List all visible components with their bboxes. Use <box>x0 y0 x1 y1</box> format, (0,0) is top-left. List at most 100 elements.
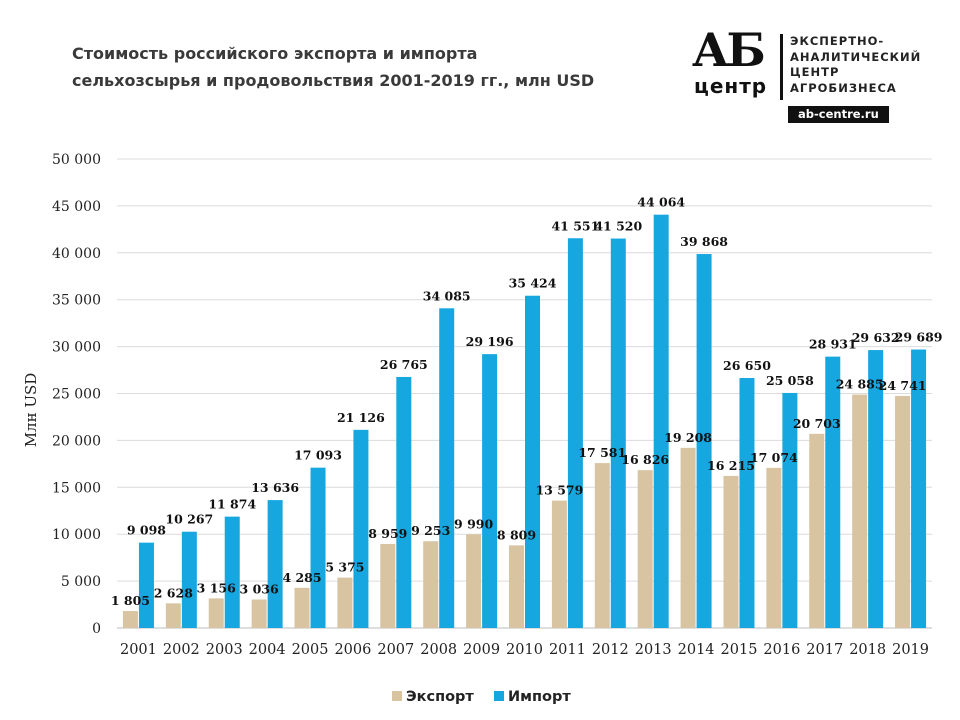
bar-export-2018 <box>852 394 868 628</box>
y-tick-label: 15 000 <box>52 480 101 496</box>
x-tick-label: 2009 <box>463 642 500 658</box>
x-tick-label: 2006 <box>334 642 371 658</box>
legend: Экспорт Импорт <box>392 689 571 705</box>
data-label-import-2013: 44 064 <box>637 195 685 210</box>
data-label-import-2019: 29 689 <box>895 330 943 345</box>
y-tick-label: 40 000 <box>52 246 101 262</box>
y-tick-label: 0 <box>92 621 101 637</box>
logo-mark-top: АБ <box>692 23 766 77</box>
data-label-export-2005: 4 285 <box>282 570 321 585</box>
data-label-import-2011: 41 551 <box>551 218 599 233</box>
logo-mark-bottom: центр <box>694 74 768 98</box>
bar-import-2002 <box>181 531 197 628</box>
bar-import-2010 <box>525 295 540 628</box>
logo-text: ЭКСПЕРТНО- АНАЛИТИЧЕСКИЙ ЦЕНТР АГРОБИЗНЕ… <box>790 34 922 95</box>
bar-import-2019 <box>911 349 927 628</box>
x-tick-label: 2011 <box>549 642 586 658</box>
data-label-export-2019: 24 741 <box>879 378 927 393</box>
y-tick-label: 50 000 <box>52 152 101 168</box>
bar-import-2017 <box>825 356 841 628</box>
bar-export-2009 <box>466 534 482 628</box>
bar-export-2015 <box>723 475 739 628</box>
bar-export-2014 <box>680 447 696 628</box>
data-label-import-2004: 13 636 <box>251 480 299 495</box>
bar-export-2013 <box>637 470 653 628</box>
y-axis-ticks: 0 5 000 10 000 15 000 20 000 25 000 30 000 35 0… <box>52 152 101 637</box>
bar-import-2009 <box>482 354 498 628</box>
y-tick-label: 5 000 <box>61 574 101 590</box>
data-label-export-2007: 8 959 <box>368 526 407 541</box>
data-label-import-2005: 17 093 <box>294 448 342 463</box>
chart-title: Стоимость российского экспорта и импорта… <box>72 44 595 90</box>
y-tick-label: 25 000 <box>52 387 101 403</box>
bar-export-2017 <box>809 433 825 628</box>
x-tick-label: 2014 <box>678 642 715 658</box>
data-label-export-2006: 5 375 <box>325 560 364 575</box>
data-label-export-2012: 17 581 <box>578 445 626 460</box>
y-axis-label: Млн USD <box>22 373 40 448</box>
y-tick-label: 20 000 <box>52 433 101 449</box>
x-tick-label: 2010 <box>506 642 543 658</box>
x-tick-label: 2016 <box>763 642 800 658</box>
data-label-import-2003: 11 874 <box>208 497 256 512</box>
bar-import-2012 <box>610 238 626 628</box>
data-label-import-2002: 10 267 <box>165 512 213 527</box>
bar-export-2008 <box>423 541 439 628</box>
bar-export-2001 <box>122 611 138 628</box>
bar-export-2016 <box>766 467 782 628</box>
x-tick-label: 2005 <box>292 642 329 658</box>
data-labels: 1 805 9 098 2 628 10 267 3 156 11 874 3 036 13 … <box>111 195 943 608</box>
legend-swatch-export <box>392 691 402 701</box>
data-label-export-2017: 20 703 <box>793 416 841 431</box>
data-label-export-2003: 3 156 <box>197 580 236 595</box>
logo-site: ab-centre.ru <box>788 106 889 123</box>
bar-export-2002 <box>165 603 181 628</box>
y-tick-label: 35 000 <box>52 293 101 309</box>
bar-export-2019 <box>895 395 911 628</box>
logo-mark: АБ центр <box>692 24 778 102</box>
data-label-import-2008: 34 085 <box>423 288 471 303</box>
data-label-import-2015: 26 650 <box>723 358 771 373</box>
bar-import-2001 <box>138 542 154 628</box>
logo-divider <box>780 34 783 100</box>
data-label-export-2014: 19 208 <box>664 430 712 445</box>
data-label-export-2009: 9 990 <box>454 516 493 531</box>
x-tick-label: 2012 <box>592 642 629 658</box>
bars <box>122 214 927 629</box>
data-label-export-2002: 2 628 <box>154 585 193 600</box>
bar-export-2012 <box>594 463 610 628</box>
data-label-import-2001: 9 098 <box>127 523 166 538</box>
data-label-import-2007: 26 765 <box>380 357 428 372</box>
x-tick-label: 2019 <box>892 642 929 658</box>
y-tick-label: 10 000 <box>52 527 101 543</box>
data-label-export-2011: 13 579 <box>535 483 583 498</box>
bar-export-2004 <box>251 599 267 628</box>
data-label-import-2018: 29 632 <box>852 330 900 345</box>
data-label-import-2014: 39 868 <box>680 234 728 249</box>
bar-export-2010 <box>509 545 524 628</box>
y-tick-label: 45 000 <box>52 199 101 215</box>
legend-swatch-import <box>494 691 504 701</box>
bar-import-2005 <box>310 467 326 628</box>
x-tick-label: 2001 <box>120 642 157 658</box>
data-label-export-2001: 1 805 <box>111 593 150 608</box>
x-axis-ticks: 2001 2002 2003 2004 2005 2006 2007 2008 2009 2010… <box>120 642 929 658</box>
bar-import-2006 <box>353 429 369 628</box>
x-tick-label: 2004 <box>249 642 286 658</box>
data-label-import-2009: 29 196 <box>466 334 514 349</box>
bar-import-2018 <box>868 350 884 628</box>
data-label-import-2012: 41 520 <box>594 219 642 234</box>
data-label-export-2015: 16 215 <box>707 458 755 473</box>
data-label-export-2013: 16 826 <box>621 452 669 467</box>
bar-import-2011 <box>567 238 583 628</box>
x-tick-label: 2013 <box>635 642 672 658</box>
legend-label-import: Импорт <box>508 689 571 705</box>
x-tick-label: 2017 <box>806 642 843 658</box>
x-tick-label: 2008 <box>420 642 457 658</box>
data-label-import-2017: 28 931 <box>809 337 857 352</box>
data-label-export-2008: 9 253 <box>411 523 450 538</box>
bar-export-2003 <box>208 598 224 628</box>
bar-import-2007 <box>396 376 412 628</box>
bar-import-2004 <box>267 500 283 628</box>
ab-centre-logo: АБ центр ЭКСПЕРТНО- АНАЛИТИЧЕСКИЙ ЦЕНТР … <box>692 24 942 125</box>
